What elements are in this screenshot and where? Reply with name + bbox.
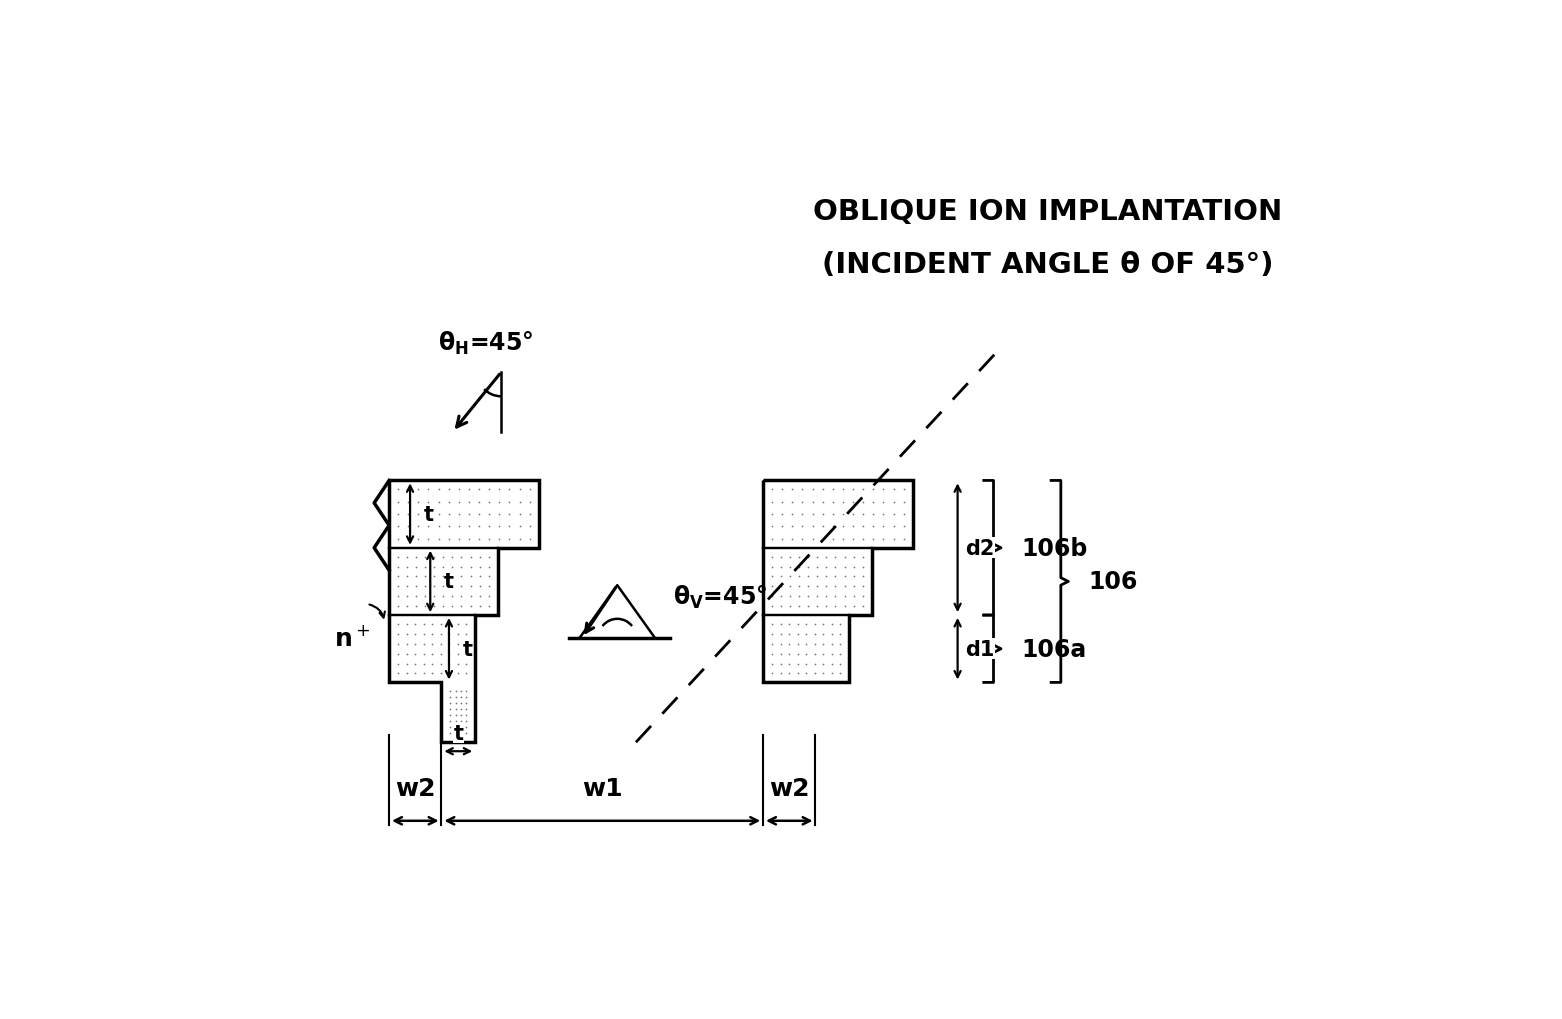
Text: w2: w2 (395, 775, 436, 800)
Text: n$^+$: n$^+$ (334, 626, 370, 650)
Text: (INCIDENT ANGLE θ OF 45°): (INCIDENT ANGLE θ OF 45°) (822, 251, 1273, 278)
Text: d2: d2 (965, 538, 995, 558)
Text: w1: w1 (583, 775, 623, 800)
Text: w2: w2 (769, 775, 809, 800)
Text: t: t (423, 504, 434, 525)
Text: 106: 106 (1089, 570, 1137, 594)
Text: 106b: 106b (1022, 536, 1087, 560)
Text: OBLIQUE ION IMPLANTATION: OBLIQUE ION IMPLANTATION (812, 198, 1282, 226)
Text: 106a: 106a (1022, 637, 1087, 661)
Text: t: t (462, 639, 473, 659)
Text: $\mathbf{\theta_V}$=45°: $\mathbf{\theta_V}$=45° (673, 583, 769, 610)
Text: t: t (444, 572, 455, 592)
Text: d1: d1 (965, 639, 995, 659)
Text: $\mathbf{\theta_H}$=45°: $\mathbf{\theta_H}$=45° (437, 329, 533, 357)
Text: t: t (453, 722, 464, 743)
